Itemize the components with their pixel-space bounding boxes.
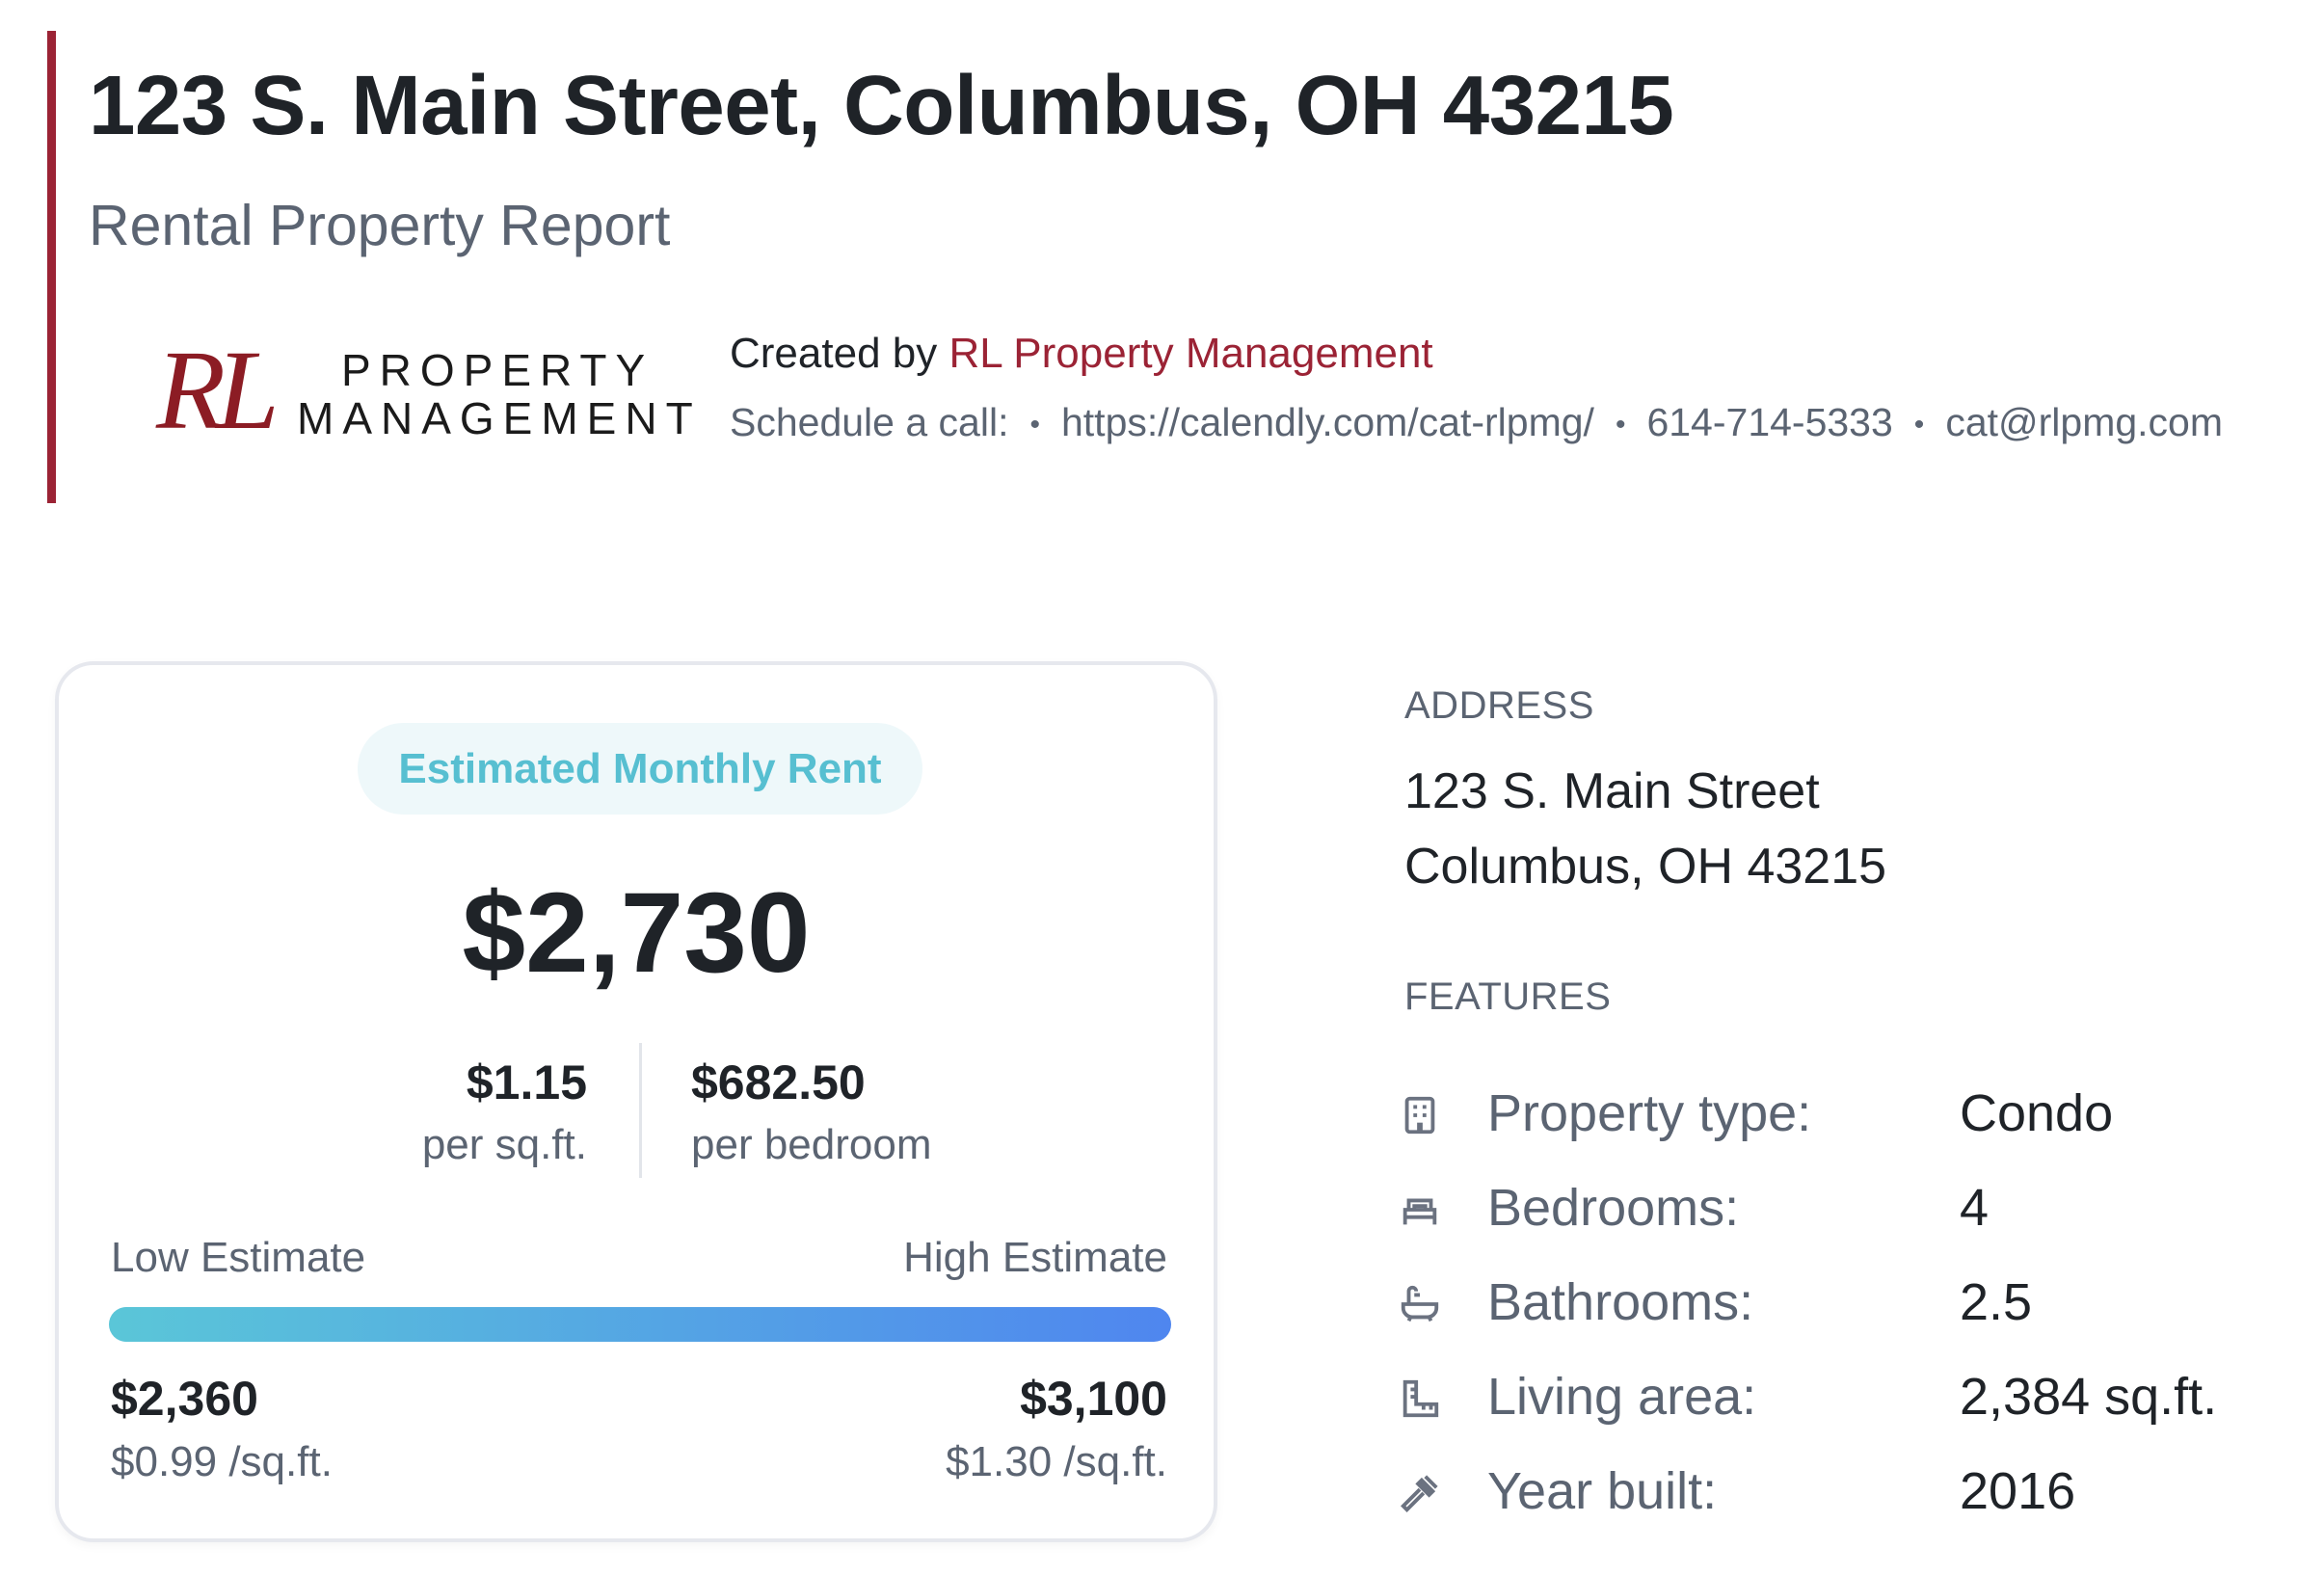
low-estimate-label: Low Estimate bbox=[111, 1234, 366, 1281]
low-estimate-per-sqft: $0.99 /sq.ft. bbox=[111, 1438, 333, 1485]
feature-bathrooms: Bathrooms: 2.5 bbox=[1398, 1265, 2265, 1359]
bed-icon bbox=[1398, 1188, 1442, 1232]
page-subtitle: Rental Property Report bbox=[89, 194, 671, 257]
low-estimate: $2,360 $0.99 /sq.ft. bbox=[111, 1367, 333, 1494]
high-estimate-label: High Estimate bbox=[903, 1234, 1167, 1281]
estimate-range-bar bbox=[109, 1307, 1171, 1342]
report-header bbox=[47, 31, 2264, 503]
logo-word-property: PROPERTY bbox=[341, 345, 654, 395]
feature-year-built: Year built: 2016 bbox=[1398, 1454, 2265, 1548]
per-bedroom-value: $682.50 bbox=[691, 1055, 866, 1109]
per-sqft-metric: $1.15 per sq.ft. bbox=[203, 1051, 637, 1176]
feature-value: Condo bbox=[1960, 1084, 2114, 1142]
logo-mark: RL bbox=[156, 327, 280, 453]
contact-line: Schedule a call: • https://calendly.com/ca… bbox=[730, 400, 2223, 445]
building-icon bbox=[1398, 1093, 1442, 1137]
calendly-link[interactable]: https://calendly.com/cat-rlpmg/ bbox=[1060, 400, 1594, 444]
email-link[interactable]: cat@rlpmg.com bbox=[1945, 400, 2223, 444]
phone-link[interactable]: 614-714-5333 bbox=[1646, 400, 1893, 444]
page-title: 123 S. Main Street, Columbus, OH 43215 bbox=[89, 59, 1674, 152]
separator-dot: • bbox=[1913, 409, 1925, 441]
feature-value: 4 bbox=[1960, 1179, 1990, 1237]
feature-bedrooms: Bedrooms: 4 bbox=[1398, 1170, 2265, 1265]
estimate-range-fill bbox=[109, 1307, 1171, 1342]
created-by-prefix: Created by bbox=[730, 330, 938, 377]
high-estimate-value: $3,100 bbox=[1020, 1372, 1167, 1426]
feature-living-area: Living area: 2,384 sq.ft. bbox=[1398, 1359, 2265, 1454]
feature-property-type: Property type: Condo bbox=[1398, 1076, 2265, 1170]
metric-divider bbox=[639, 1043, 642, 1178]
company-logo: RL PROPERTY MANAGEMENT bbox=[156, 327, 693, 458]
address-block: 123 S. Main Street Columbus, OH 43215 bbox=[1404, 754, 1886, 904]
high-estimate-per-sqft: $1.30 /sq.ft. bbox=[946, 1438, 1167, 1485]
feature-value: 2.5 bbox=[1960, 1273, 2033, 1331]
per-sqft-value: $1.15 bbox=[466, 1055, 587, 1109]
hammer-icon bbox=[1398, 1471, 1442, 1515]
ruler-area-icon bbox=[1398, 1376, 1442, 1421]
per-sqft-label: per sq.ft. bbox=[421, 1121, 587, 1168]
estimated-rent-value: $2,730 bbox=[462, 869, 811, 997]
feature-label: Year built: bbox=[1487, 1462, 1718, 1520]
low-estimate-value: $2,360 bbox=[111, 1372, 258, 1426]
rent-estimate-card: Estimated Monthly Rent $2,730 $1.15 per … bbox=[55, 661, 1217, 1542]
address-line-2: Columbus, OH 43215 bbox=[1404, 839, 1887, 895]
separator-dot: • bbox=[1615, 409, 1626, 441]
feature-label: Property type: bbox=[1487, 1084, 1812, 1142]
feature-label: Bathrooms: bbox=[1487, 1273, 1754, 1331]
created-by: Created by RL Property Management bbox=[730, 330, 1433, 378]
feature-value: 2016 bbox=[1960, 1462, 2076, 1520]
address-section-label: ADDRESS bbox=[1404, 684, 1594, 727]
features-section-label: FEATURES bbox=[1404, 975, 1612, 1018]
company-name-link[interactable]: RL Property Management bbox=[948, 330, 1433, 377]
logo-word-management: MANAGEMENT bbox=[297, 393, 702, 443]
feature-label: Living area: bbox=[1487, 1368, 1757, 1426]
features-list: Property type: Condo Bedrooms: 4 Bathroo… bbox=[1398, 1076, 2265, 1548]
feature-label: Bedrooms: bbox=[1487, 1179, 1740, 1237]
separator-dot: • bbox=[1029, 409, 1040, 441]
estimate-pill: Estimated Monthly Rent bbox=[358, 723, 922, 815]
schedule-label: Schedule a call: bbox=[730, 400, 1009, 444]
bathtub-icon bbox=[1398, 1282, 1442, 1326]
address-line-1: 123 S. Main Street bbox=[1404, 763, 1820, 819]
per-bedroom-label: per bedroom bbox=[691, 1121, 932, 1168]
per-bedroom-metric: $682.50 per bedroom bbox=[637, 1051, 1071, 1176]
feature-value: 2,384 sq.ft. bbox=[1960, 1368, 2218, 1426]
high-estimate: $3,100 $1.30 /sq.ft. bbox=[946, 1367, 1167, 1494]
